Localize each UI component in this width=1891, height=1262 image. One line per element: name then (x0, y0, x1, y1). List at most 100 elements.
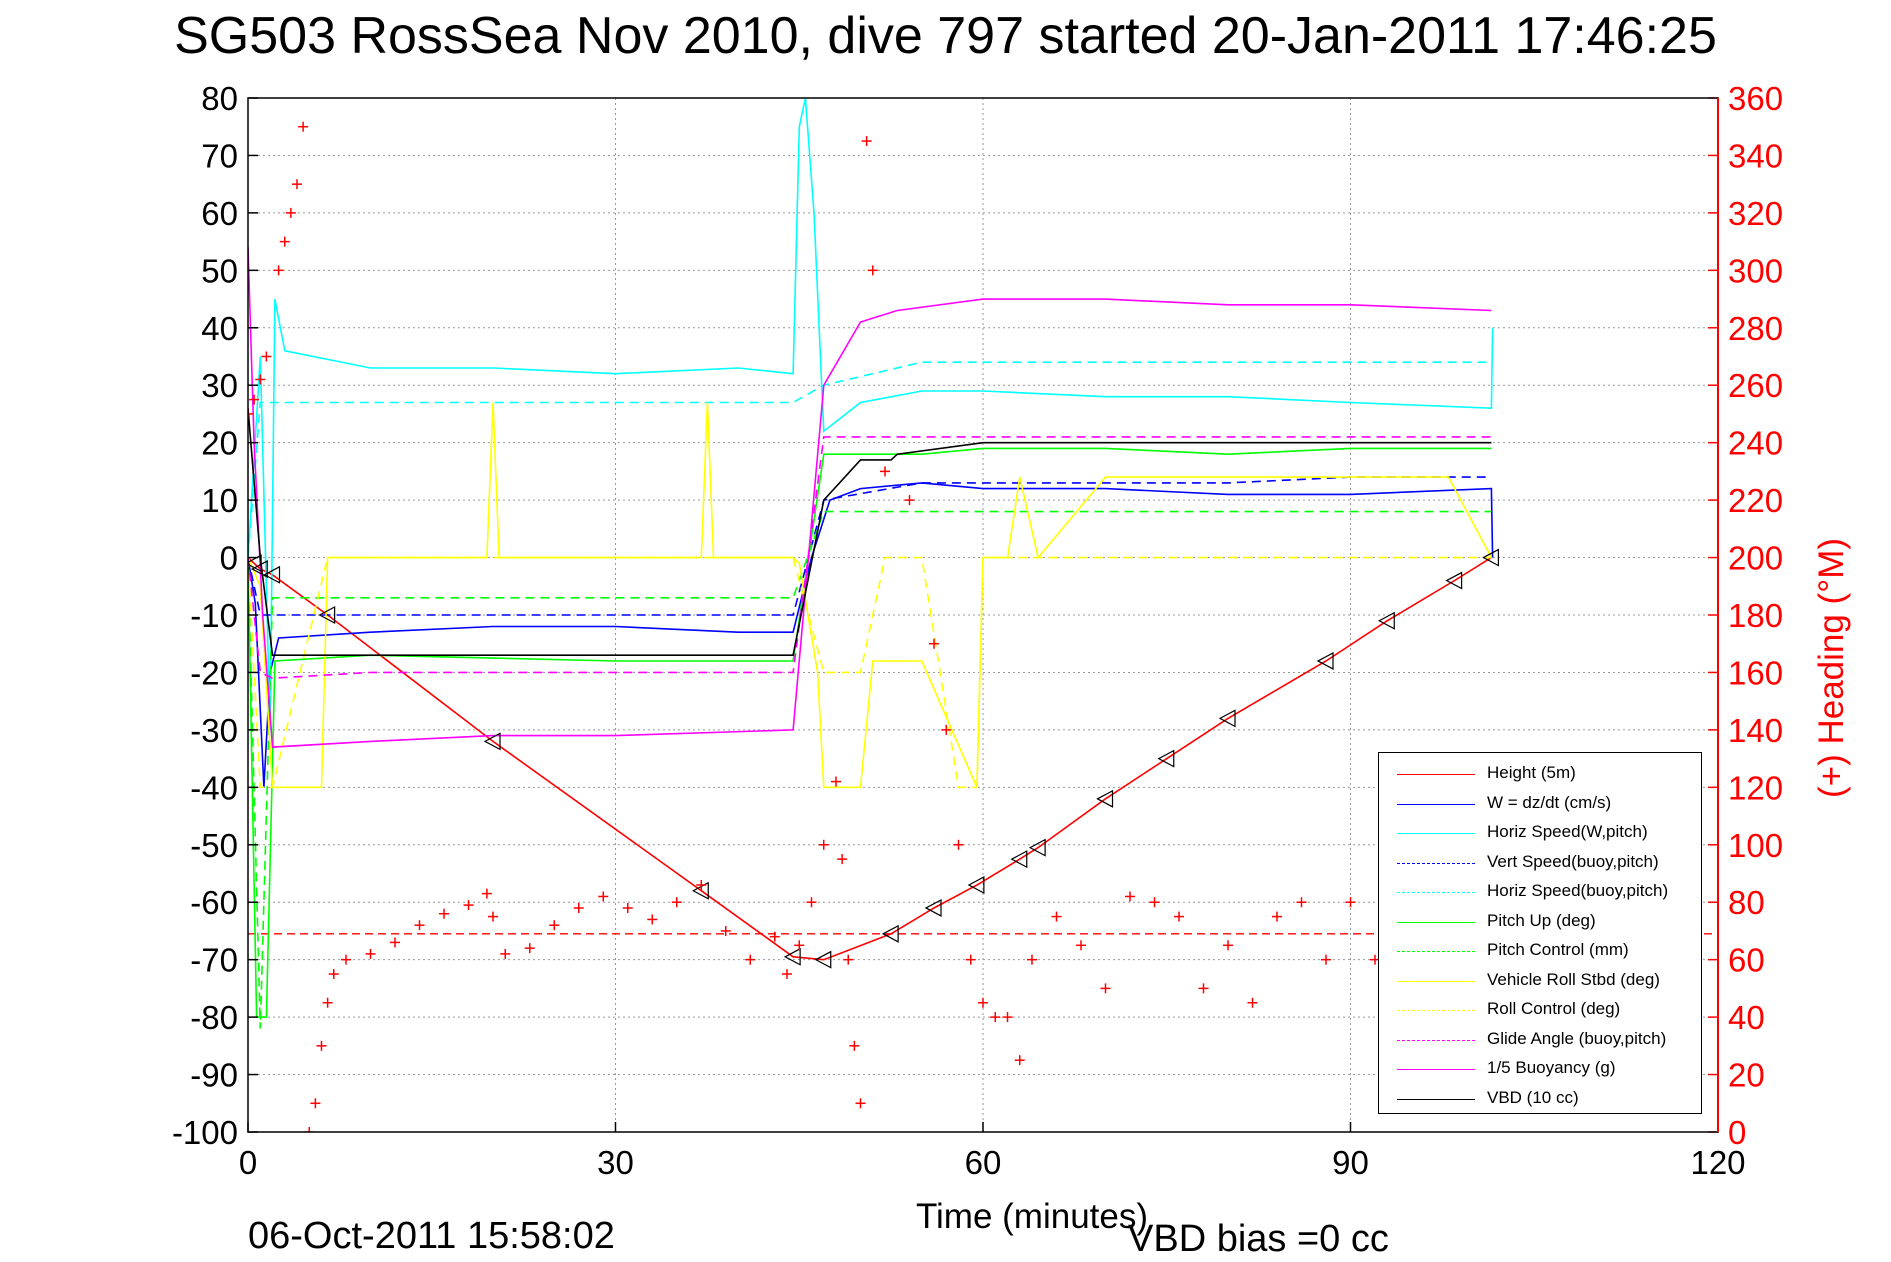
heading-point (647, 914, 658, 925)
heading-point (806, 897, 817, 908)
legend-item: Glide Angle (buoy,pitch) (1379, 1026, 1701, 1056)
heading-point (279, 236, 290, 247)
heading-point (671, 897, 682, 908)
heading-point (255, 374, 266, 385)
heading-point (745, 954, 756, 965)
legend-label: Height (5m) (1487, 763, 1576, 782)
heading-point (304, 1127, 315, 1132)
y-tick-label-right: 180 (1728, 597, 1783, 634)
heading-point (941, 724, 952, 735)
heading-point (1198, 983, 1209, 994)
legend-label: Vehicle Roll Stbd (deg) (1487, 969, 1660, 989)
series-line-0 (248, 556, 1492, 961)
y-tick-label-right: 160 (1728, 654, 1783, 691)
y-tick-label-right: 240 (1728, 425, 1783, 462)
legend-swatch (1397, 921, 1475, 923)
heading-point (249, 394, 260, 405)
y-tick-label-left: -20 (190, 654, 238, 691)
height-marker (814, 950, 832, 969)
heading-point (310, 1098, 321, 1109)
y-tick-label-right: 260 (1728, 367, 1783, 404)
legend-item: VBD (10 cc) (1379, 1085, 1701, 1115)
heading-point (488, 911, 498, 922)
x-tick-label: 0 (239, 1144, 257, 1181)
y-tick-label-right: 140 (1728, 712, 1783, 749)
height-marker (924, 898, 942, 917)
heading-point (1100, 983, 1111, 994)
vbd-bias-label: VBD bias =0 cc (1128, 1218, 1389, 1260)
heading-point (328, 969, 339, 980)
legend-item: 1/5 Buoyancy (g) (1379, 1055, 1701, 1085)
heading-point (1321, 954, 1331, 965)
heading-point (1296, 897, 1307, 908)
height-marker (1445, 571, 1463, 590)
heading-point (831, 776, 841, 787)
y-tick-label-left: 40 (201, 310, 238, 347)
y-tick-label-left: 30 (201, 367, 238, 404)
heading-point (696, 879, 707, 890)
heading-point (481, 888, 492, 899)
y-tick-label-right: 280 (1728, 310, 1783, 347)
series-line-1 (248, 482, 1494, 788)
legend-label: Glide Angle (buoy,pitch) (1487, 1028, 1667, 1048)
height-marker (248, 554, 262, 573)
y-tick-label-left: 80 (201, 80, 238, 117)
x-axis-label: Time (minutes) (916, 1197, 1148, 1236)
height-marker (250, 560, 268, 579)
legend-label: Pitch Up (deg) (1487, 910, 1596, 930)
y-tick-label-right: 120 (1728, 769, 1783, 806)
heading-point (880, 466, 890, 477)
heading-point (390, 937, 400, 948)
series-line-9 (248, 436, 1492, 680)
heading-point (978, 997, 988, 1008)
y-tick-label-right: 340 (1728, 137, 1783, 174)
x-tick-label: 90 (1332, 1144, 1369, 1181)
x-tick-label: 30 (597, 1144, 634, 1181)
heading-point (990, 1012, 1001, 1023)
heading-point (965, 954, 976, 965)
y-tick-label-right: 20 (1728, 1057, 1765, 1094)
heading-point (316, 1040, 327, 1051)
heading-point (1125, 891, 1135, 902)
legend-item: Pitch Control (mm) (1379, 937, 1701, 967)
heading-point (1076, 940, 1086, 951)
heading-point (598, 891, 609, 902)
y-tick-label-left: -100 (172, 1114, 238, 1151)
legend-item: Horiz Speed(buoy,pitch) (1379, 878, 1701, 908)
heading-point (769, 931, 780, 942)
heading-point (1149, 897, 1160, 908)
series-line-5 (248, 447, 1492, 1018)
axes: 0 30 60 90 12080706050403020100-10-20-30-40-… (172, 80, 1783, 1181)
footer-date: 06-Oct-2011 15:58:02 (248, 1215, 615, 1257)
legend-swatch (1397, 803, 1475, 805)
heading-point (782, 969, 792, 980)
heading-point (720, 925, 731, 936)
legend-swatch (1397, 951, 1475, 952)
series-line-2 (248, 98, 1494, 730)
heading-point (794, 940, 805, 951)
y-tick-label-left: 70 (201, 137, 238, 174)
legend-label: W = dz/dt (cm/s) (1487, 792, 1612, 812)
heading-point (248, 408, 253, 419)
heading-point (849, 1040, 860, 1051)
legend-swatch (1397, 1010, 1475, 1011)
heading-point (622, 902, 633, 913)
heading-point (953, 839, 964, 850)
heading-point (285, 207, 296, 218)
y-tick-label-right: 0 (1728, 1114, 1746, 1151)
legend: Height (5m) W = dz/dt (cm/s) Horiz Speed(W… (1378, 752, 1702, 1114)
y-tick-label-right: 320 (1728, 195, 1783, 232)
height-marker (1010, 850, 1028, 869)
legend-item: Roll Control (deg) (1379, 996, 1701, 1026)
heading-point (261, 351, 272, 362)
heading-point (1345, 897, 1356, 908)
y-tick-label-left: -50 (190, 827, 238, 864)
heading-point (837, 854, 848, 865)
series-line-10 (248, 247, 1492, 748)
heading-point (904, 495, 915, 506)
y-tick-label-left: -40 (190, 769, 238, 806)
y-tick-label-right: 220 (1728, 482, 1783, 519)
height-marker (783, 947, 801, 966)
legend-swatch (1397, 892, 1475, 893)
legend-swatch (1397, 1098, 1475, 1100)
